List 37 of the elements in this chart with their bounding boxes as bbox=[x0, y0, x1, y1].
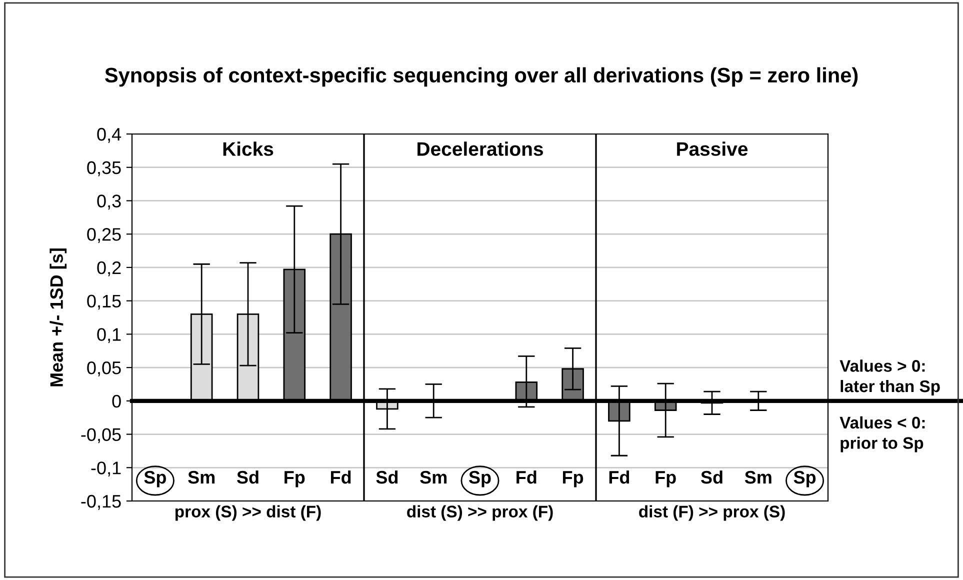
y-tick-label: 0,1 bbox=[97, 328, 121, 344]
text: Values < 0: prior to Sp bbox=[840, 416, 925, 452]
x-tick-label: Sd bbox=[236, 470, 258, 484]
y-axis-title: Mean +/- 1SD [s] bbox=[50, 248, 67, 386]
text: dist (S) >> prox (F) bbox=[407, 505, 553, 521]
text: prox (S) >> dist (F) bbox=[175, 505, 321, 521]
y-tick-label: 0,4 bbox=[97, 128, 122, 143]
x-tick-label: Fp bbox=[562, 471, 584, 488]
chart-title: Synopsis of context-specific sequencing over all derivations (Sp = zero line) bbox=[105, 67, 858, 87]
y-tick-label: 0,25 bbox=[87, 228, 121, 243]
y-tick-label: 0,15 bbox=[87, 294, 121, 310]
x-tick-label: Sp bbox=[794, 470, 816, 488]
x-tick-label: Fd bbox=[609, 470, 630, 484]
y-tick-label: 0,35 bbox=[87, 161, 121, 176]
x-tick-label: Sm bbox=[420, 470, 447, 484]
y-tick-label: 0,3 bbox=[97, 194, 121, 210]
x-tick-label: Fd bbox=[516, 470, 536, 484]
x-tick-label: Sm bbox=[188, 470, 215, 484]
x-tick-label: Sp bbox=[468, 470, 491, 488]
y-tick-label: 0 bbox=[112, 394, 121, 408]
x-tick-label: Sd bbox=[700, 470, 722, 484]
annotation: Passive bbox=[677, 142, 748, 156]
y-tick-label: 0,2 bbox=[97, 261, 121, 276]
text: Values > 0: later than Sp bbox=[840, 360, 940, 396]
y-tick-label: 0,05 bbox=[87, 361, 121, 376]
x-tick-label: Sp bbox=[144, 470, 166, 488]
x-tick-label: Fd bbox=[330, 470, 351, 484]
y-tick-label: -0,1 bbox=[91, 462, 121, 476]
annotation: Decelerations bbox=[418, 142, 543, 156]
x-tick-label: Sd bbox=[376, 470, 398, 484]
x-tick-label: Sm bbox=[744, 470, 772, 484]
y-tick-label: -0,15 bbox=[81, 494, 121, 510]
annotation: Kicks bbox=[223, 142, 274, 156]
y-tick-label: -0,05 bbox=[81, 428, 121, 444]
text: dist (F) >> prox (S) bbox=[639, 505, 785, 521]
x-tick-label: Fp bbox=[656, 471, 676, 488]
x-tick-label: Fp bbox=[284, 471, 305, 488]
